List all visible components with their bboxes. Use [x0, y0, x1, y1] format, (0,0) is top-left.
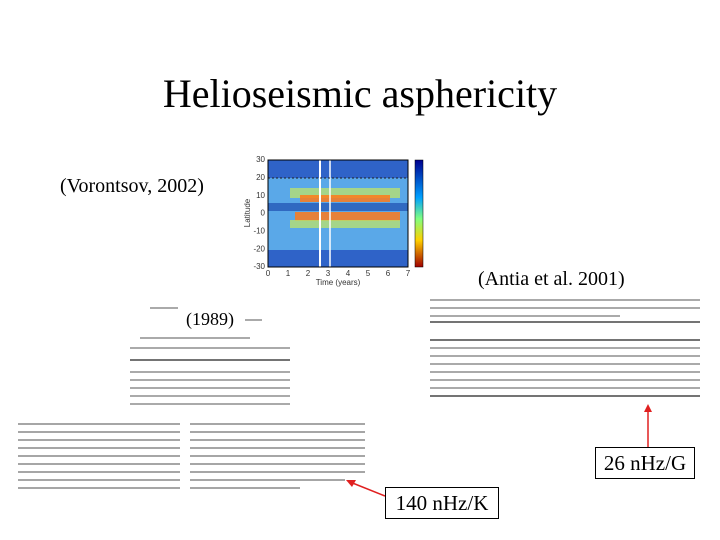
y-tick-label: 0 — [261, 209, 266, 218]
x-tick-label: 7 — [406, 269, 411, 278]
x-tick-label: 2 — [306, 269, 311, 278]
scan-table-left — [130, 307, 290, 405]
citation: (Vorontsov, 2002) — [60, 175, 204, 197]
arrows — [346, 404, 652, 497]
y-tick-label: 10 — [256, 191, 265, 200]
x-tick-label: 0 — [266, 269, 271, 278]
citation: (Antia et al. 2001) — [478, 268, 625, 290]
y-tick-label: -20 — [253, 244, 265, 253]
y-tick-label: 30 — [256, 155, 265, 164]
label-box: 26 nHz/G — [595, 447, 695, 479]
y-tick-label: 20 — [256, 173, 265, 182]
x-tick-label: 1 — [286, 269, 291, 278]
x-tick-label: 3 — [326, 269, 331, 278]
citation: (1989) — [186, 309, 234, 330]
x-tick-label: 6 — [386, 269, 391, 278]
heatmap — [267, 159, 424, 268]
x-axis-label: Time (years) — [316, 278, 361, 287]
slide-title: Helioseismic asphericity — [162, 71, 558, 116]
x-tick-label: 5 — [366, 269, 371, 278]
x-tick-label: 4 — [346, 269, 351, 278]
scan-text — [18, 423, 365, 489]
y-tick-label: -10 — [253, 226, 265, 235]
label-box: 140 nHz/K — [385, 487, 499, 519]
y-tick-label: -30 — [253, 262, 265, 271]
scan-table-right — [430, 299, 700, 397]
y-axis-label: Latitude — [243, 198, 252, 227]
